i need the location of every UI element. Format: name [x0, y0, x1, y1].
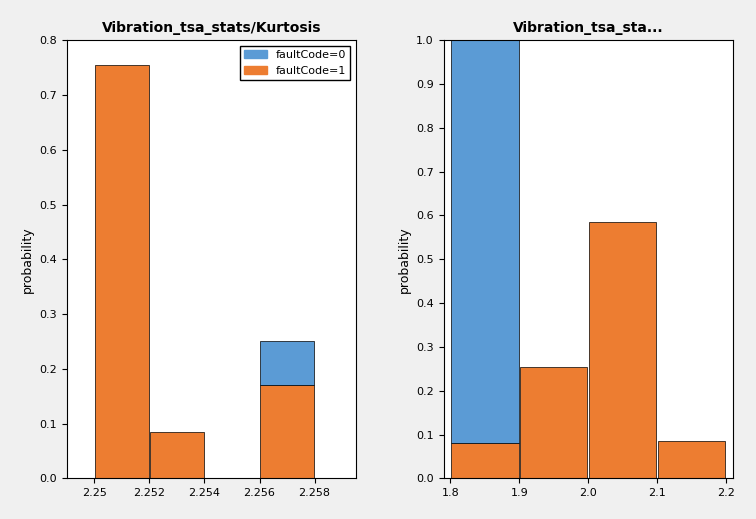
Bar — [451, 443, 519, 479]
Title: Vibration_tsa_stats/Kurtosis: Vibration_tsa_stats/Kurtosis — [101, 21, 321, 35]
Title: Vibration_tsa_sta...: Vibration_tsa_sta... — [513, 21, 663, 35]
Bar — [260, 385, 314, 479]
Bar — [260, 342, 314, 385]
Bar — [150, 432, 204, 479]
Y-axis label: probability: probability — [398, 226, 411, 293]
Bar — [589, 222, 656, 479]
Legend: faultCode=0, faultCode=1: faultCode=0, faultCode=1 — [240, 46, 350, 80]
Bar — [451, 40, 519, 443]
Bar — [658, 441, 725, 479]
Y-axis label: probability: probability — [21, 226, 34, 293]
Bar — [520, 367, 587, 479]
Bar — [95, 65, 149, 479]
